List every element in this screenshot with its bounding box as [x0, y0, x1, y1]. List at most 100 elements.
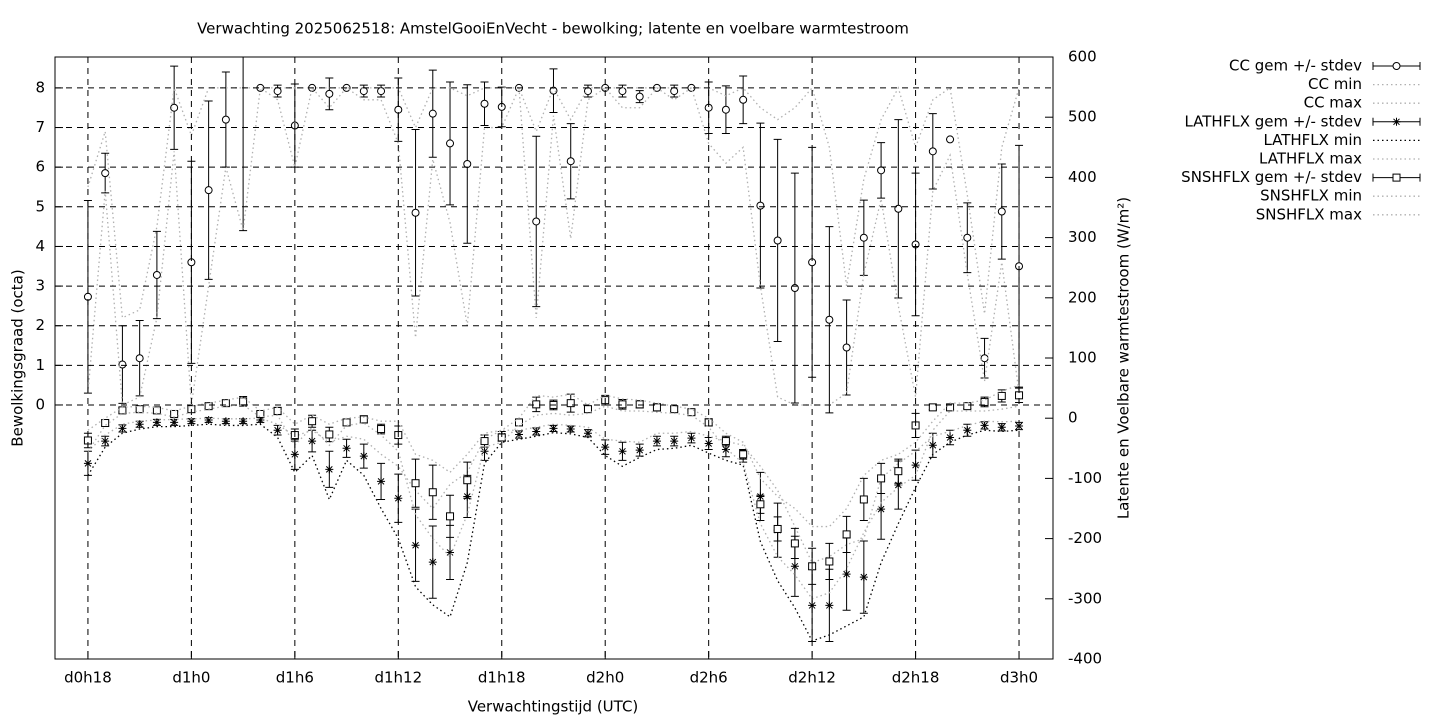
marker: [170, 418, 179, 427]
marker: [152, 418, 161, 427]
marker: [532, 400, 541, 409]
line: [87, 86, 1020, 406]
x-tick-label: d1h0: [172, 669, 210, 687]
marker: [411, 208, 420, 217]
marker: [963, 426, 972, 435]
marker: [342, 444, 351, 453]
marker: [670, 87, 679, 96]
marker: [842, 343, 851, 352]
y-tick-label: 1: [35, 356, 45, 374]
marker: [928, 147, 937, 156]
y2-tick-label: 0: [1068, 409, 1078, 427]
marker: [790, 539, 799, 548]
legend-label: CC min: [1308, 75, 1362, 93]
y2-tick-label: -200: [1068, 529, 1102, 547]
marker: [842, 570, 851, 579]
marker: [859, 573, 868, 582]
legend-marker: [1392, 117, 1401, 126]
marker: [635, 92, 644, 101]
marker: [618, 87, 627, 96]
marker: [635, 446, 644, 455]
marker: [583, 429, 592, 438]
marker: [721, 445, 730, 454]
line: [87, 404, 1020, 600]
legend-label: LATHFLX max: [1259, 150, 1362, 168]
marker: [428, 558, 437, 567]
marker: [152, 270, 161, 279]
marker: [532, 427, 541, 436]
marker: [118, 360, 127, 369]
marker: [566, 399, 575, 408]
marker: [170, 103, 179, 112]
legend-label: CC max: [1304, 94, 1363, 112]
marker: [670, 437, 679, 446]
marker: [687, 408, 696, 417]
marker: [446, 548, 455, 557]
marker: [946, 135, 955, 144]
line: [87, 417, 1020, 564]
marker: [463, 160, 472, 169]
error-bar: [239, 57, 248, 232]
marker: [83, 459, 92, 468]
marker: [377, 425, 386, 434]
marker: [325, 465, 334, 474]
y-tick-label: 3: [35, 277, 45, 295]
marker: [308, 437, 317, 446]
marker: [480, 99, 489, 108]
marker: [273, 406, 282, 415]
legend-label: LATHFLX gem +/- stdev: [1184, 112, 1362, 130]
marker: [411, 479, 420, 488]
marker: [894, 481, 903, 490]
marker: [721, 437, 730, 446]
marker: [997, 391, 1006, 400]
marker: [583, 405, 592, 414]
marker: [411, 541, 420, 550]
marker: [980, 354, 989, 363]
marker: [221, 399, 230, 408]
y2-tick-label: 600: [1068, 48, 1097, 66]
legend-label: LATHFLX min: [1263, 131, 1362, 149]
plot-frame: [54, 56, 1054, 660]
marker: [877, 166, 886, 175]
y2-tick-label: -300: [1068, 589, 1102, 607]
marker: [928, 403, 937, 412]
y2-tick-label: 300: [1068, 228, 1097, 246]
marker: [721, 105, 730, 114]
marker: [359, 415, 368, 424]
x-axis-label: Verwachtingstijd (UTC): [468, 698, 639, 716]
marker: [463, 476, 472, 485]
plot-area: [83, 57, 1024, 643]
marker: [618, 400, 627, 409]
legend-label: SNSHFLX gem +/- stdev: [1181, 168, 1362, 186]
x-tick-label: d0h18: [64, 669, 112, 687]
marker: [428, 488, 437, 497]
legend-label: SNSHFLX max: [1256, 205, 1362, 223]
marker: [773, 524, 782, 533]
marker: [739, 450, 748, 459]
marker: [618, 447, 627, 456]
marker: [773, 236, 782, 245]
chart-title: Verwachting 2025062518: AmstelGooiEnVech…: [197, 20, 909, 38]
marker: [946, 433, 955, 442]
y-tick-label: 2: [35, 316, 45, 334]
marker: [687, 434, 696, 443]
marker: [652, 403, 661, 412]
marker: [790, 562, 799, 571]
marker: [670, 405, 679, 414]
marker: [342, 418, 351, 427]
y2-tick-label: 100: [1068, 349, 1097, 367]
marker: [963, 233, 972, 242]
y-tick-label: 8: [35, 78, 45, 96]
marker: [325, 430, 334, 439]
marker: [204, 416, 213, 425]
legend-label: CC gem +/- stdev: [1229, 57, 1362, 75]
legend-label: SNSHFLX min: [1260, 187, 1362, 205]
legend-marker: [1392, 173, 1401, 182]
marker: [308, 417, 317, 426]
marker: [377, 87, 386, 96]
line: [87, 423, 1020, 642]
marker: [1015, 422, 1024, 431]
marker: [135, 354, 144, 363]
y2-tick-label: -400: [1068, 650, 1102, 668]
